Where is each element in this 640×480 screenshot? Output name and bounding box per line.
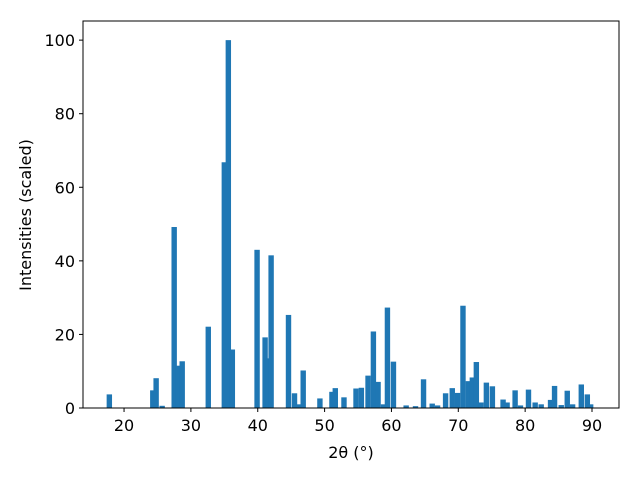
bar [460, 305, 466, 408]
x-tick-label: 20 [114, 416, 134, 435]
bar [285, 314, 292, 408]
bar [517, 405, 524, 408]
bar [159, 405, 165, 408]
bar [153, 378, 159, 408]
bar [262, 337, 268, 408]
bar [449, 388, 455, 408]
bar [564, 390, 570, 408]
x-tick-label: 30 [181, 416, 201, 435]
bar [171, 227, 177, 408]
bar [403, 405, 409, 408]
bar [150, 390, 156, 408]
bar [551, 385, 558, 408]
x-tick-label: 60 [381, 416, 401, 435]
bar [225, 40, 232, 409]
bar [300, 370, 306, 408]
bar [358, 387, 365, 408]
x-tick-label: 70 [448, 416, 468, 435]
bar [365, 375, 371, 408]
bar [465, 381, 472, 408]
y-tick-label: 0 [65, 399, 75, 418]
bar [317, 398, 323, 408]
bar [512, 390, 518, 408]
plot-frame [82, 20, 620, 409]
y-tick-label: 20 [55, 325, 75, 344]
y-axis-label: Intensities (scaled) [16, 139, 35, 291]
x-tick-label: 90 [582, 416, 602, 435]
bar [434, 405, 441, 408]
bar [483, 382, 490, 408]
bar [332, 388, 338, 408]
bar [106, 394, 113, 408]
y-tick-label: 40 [55, 252, 75, 271]
bar [532, 402, 538, 408]
bar [578, 384, 584, 408]
bar [504, 402, 510, 408]
bar [229, 349, 236, 408]
x-tick-label: 40 [248, 416, 268, 435]
bar [221, 162, 228, 408]
bar [500, 399, 506, 408]
y-tick-label: 100 [44, 31, 75, 50]
bar [353, 388, 359, 408]
bar [538, 404, 544, 408]
bar [587, 404, 594, 408]
bar [469, 377, 476, 408]
bar [205, 326, 211, 408]
bar [558, 405, 564, 408]
bar [442, 393, 449, 408]
bar [473, 362, 480, 408]
bar [384, 307, 391, 408]
bar [584, 394, 591, 408]
bar [454, 392, 461, 408]
y-tick-label: 80 [55, 105, 75, 124]
x-tick-label: 50 [314, 416, 334, 435]
bar [429, 403, 435, 408]
bar [478, 402, 484, 408]
x-axis-label: 2θ (°) [328, 443, 374, 462]
bar [380, 404, 387, 408]
bar [375, 381, 381, 408]
bar [370, 331, 377, 408]
bar [175, 365, 181, 408]
bar [329, 391, 335, 408]
bar [268, 255, 274, 408]
bar [412, 406, 419, 408]
bar [390, 361, 397, 408]
bar [525, 389, 532, 408]
bar [296, 404, 302, 408]
bar [569, 404, 576, 408]
bar [291, 393, 298, 408]
x-tick-label: 80 [515, 416, 535, 435]
bar [254, 249, 260, 408]
bar [341, 397, 347, 408]
bar [179, 361, 185, 408]
bar [489, 386, 496, 408]
bar [547, 399, 554, 408]
y-tick-label: 60 [55, 178, 75, 197]
bar [420, 379, 427, 408]
